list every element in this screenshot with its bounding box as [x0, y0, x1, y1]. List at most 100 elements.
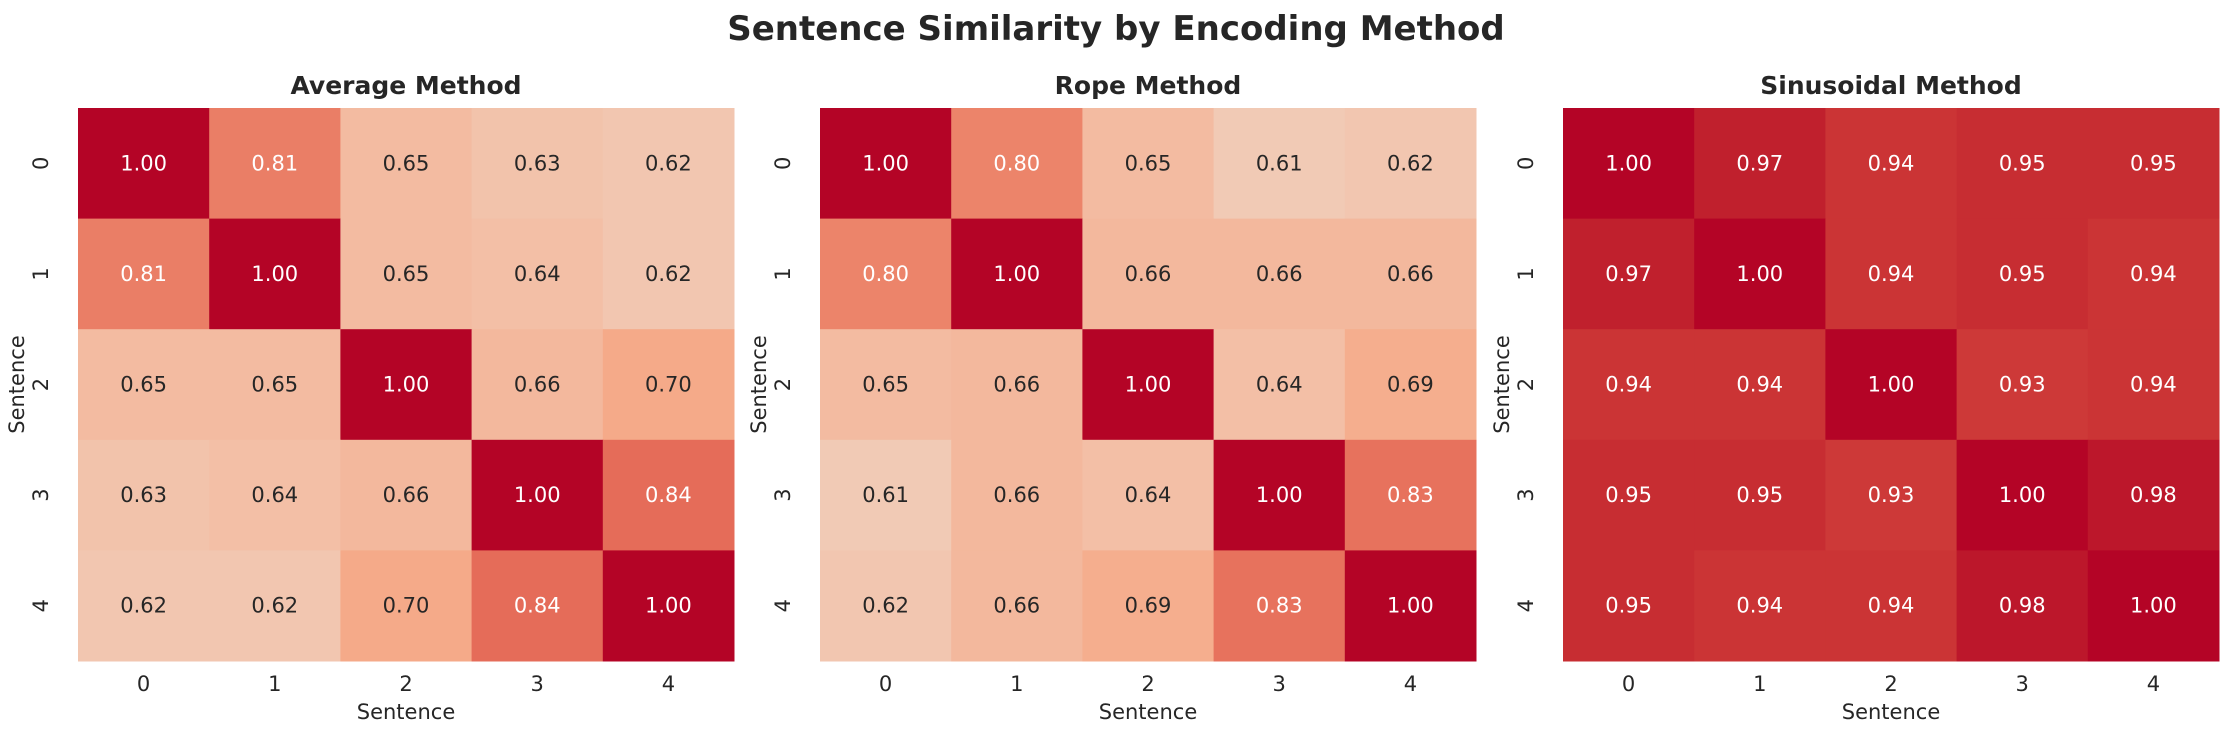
- cell-value-label: 0.80: [862, 262, 909, 286]
- x-axis-label: Sentence: [1099, 700, 1198, 724]
- heatmap-cell: [78, 218, 210, 330]
- heatmap-cell: [1694, 108, 1826, 220]
- heatmap-cell: [471, 439, 604, 551]
- y-tick-label: 1: [771, 267, 795, 280]
- cell-value-label: 0.66: [993, 594, 1040, 618]
- heatmap-cell: [951, 218, 1083, 330]
- cell-value-label: 0.66: [383, 483, 430, 507]
- x-tick-label: 3: [1273, 672, 1286, 696]
- cell-value-label: 0.81: [251, 151, 298, 175]
- cell-value-label: 1.00: [1868, 373, 1915, 397]
- cell-value-label: 0.83: [1256, 594, 1303, 618]
- y-tick-label: 4: [1514, 599, 1538, 612]
- heatmap-cell: [1344, 329, 1477, 441]
- heatmap-panel-1: Rope Method 1.00 0.80 0.65 0.61 0.62 0.80 1.00 0…: [747, 71, 1477, 724]
- heatmap-cell: [602, 439, 735, 551]
- heatmap-cell: [602, 108, 735, 220]
- heatmap-cell: [951, 329, 1083, 441]
- heatmap-cell: [820, 550, 952, 662]
- cell-value-label: 0.95: [2130, 151, 2177, 175]
- heatmap-cell: [820, 218, 952, 330]
- heatmap-cell: [1956, 108, 2089, 220]
- heatmap-panel-0: Average Method 1.00 0.81 0.65 0.63 0.62 0.81 1.…: [5, 71, 735, 724]
- heatmap-cell: [820, 329, 952, 441]
- cell-value-label: 0.66: [1387, 262, 1434, 286]
- cell-value-label: 0.62: [120, 594, 167, 618]
- heatmap-cell: [1213, 550, 1346, 662]
- x-tick-label: 2: [1141, 672, 1154, 696]
- cell-value-label: 0.94: [1736, 594, 1783, 618]
- y-axis-label: Sentence: [747, 335, 771, 434]
- heatmap-cell: [471, 218, 604, 330]
- heatmap-cell: [1344, 439, 1477, 551]
- heatmap-cell: [1956, 329, 2089, 441]
- cell-value-label: 1.00: [1605, 151, 1652, 175]
- heatmap-cell: [340, 550, 473, 662]
- heatmap-cell: [1082, 550, 1215, 662]
- heatmap-cell: [1213, 218, 1346, 330]
- cell-value-label: 0.97: [1605, 262, 1652, 286]
- y-tick-label: 3: [771, 488, 795, 501]
- heatmap-cell: [1694, 550, 1826, 662]
- cell-value-label: 0.94: [2130, 262, 2177, 286]
- x-axis-label: Sentence: [357, 700, 456, 724]
- heatmap-cell: [1956, 218, 2089, 330]
- y-axis-label: Sentence: [5, 335, 29, 434]
- heatmap-cell: [471, 108, 604, 220]
- heatmap-cell: [2087, 550, 2220, 662]
- panel-title: Sinusoidal Method: [1760, 71, 2022, 100]
- heatmap-cell: [1082, 439, 1215, 551]
- cell-value-label: 1.00: [1736, 262, 1783, 286]
- cell-value-label: 0.64: [1256, 373, 1303, 397]
- heatmap-cell: [340, 108, 473, 220]
- heatmap-cell: [1563, 218, 1695, 330]
- cell-value-label: 0.63: [514, 151, 561, 175]
- y-tick-label: 2: [771, 378, 795, 391]
- heatmap-cell: [1694, 439, 1826, 551]
- heatmap-cell: [209, 550, 341, 662]
- cell-value-label: 0.62: [862, 594, 909, 618]
- cell-value-label: 0.69: [1125, 594, 1172, 618]
- cell-value-label: 0.62: [1387, 151, 1434, 175]
- cell-value-label: 0.98: [2130, 483, 2177, 507]
- x-tick-label: 0: [879, 672, 892, 696]
- cell-value-label: 0.63: [120, 483, 167, 507]
- y-tick-label: 0: [771, 157, 795, 170]
- cell-value-label: 0.94: [1868, 594, 1915, 618]
- y-tick-label: 2: [1514, 378, 1538, 391]
- cell-value-label: 0.80: [993, 151, 1040, 175]
- heatmap-cell: [1213, 108, 1346, 220]
- heatmap-cell: [1563, 550, 1695, 662]
- cell-value-label: 0.97: [1736, 151, 1783, 175]
- heatmap-cell: [1956, 439, 2089, 551]
- heatmap-cell: [2087, 108, 2220, 220]
- heatmap-cell: [2087, 439, 2220, 551]
- cell-value-label: 1.00: [645, 594, 692, 618]
- cell-value-label: 1.00: [120, 151, 167, 175]
- cell-value-label: 0.93: [1999, 373, 2046, 397]
- cell-value-label: 0.61: [1256, 151, 1303, 175]
- heatmap-cell: [602, 329, 735, 441]
- y-tick-label: 4: [29, 599, 53, 612]
- cell-value-label: 0.66: [1256, 262, 1303, 286]
- cell-value-label: 0.66: [514, 373, 561, 397]
- heatmap-cell: [1213, 439, 1346, 551]
- y-tick-label: 0: [1514, 157, 1538, 170]
- cell-value-label: 0.94: [1605, 373, 1652, 397]
- cell-value-label: 0.93: [1868, 483, 1915, 507]
- cell-value-label: 0.81: [120, 262, 167, 286]
- cell-value-label: 0.65: [383, 262, 430, 286]
- cell-value-label: 0.94: [1868, 262, 1915, 286]
- cell-value-label: 0.94: [1736, 373, 1783, 397]
- heatmap-cell: [951, 439, 1083, 551]
- heatmap-cell: [1825, 218, 1958, 330]
- x-tick-label: 4: [662, 672, 675, 696]
- cell-value-label: 0.65: [251, 373, 298, 397]
- cell-value-label: 0.84: [645, 483, 692, 507]
- heatmap-cell: [340, 329, 473, 441]
- heatmap-cell: [602, 550, 735, 662]
- x-tick-label: 1: [1010, 672, 1023, 696]
- cell-value-label: 0.64: [1125, 483, 1172, 507]
- cell-value-label: 1.00: [2130, 594, 2177, 618]
